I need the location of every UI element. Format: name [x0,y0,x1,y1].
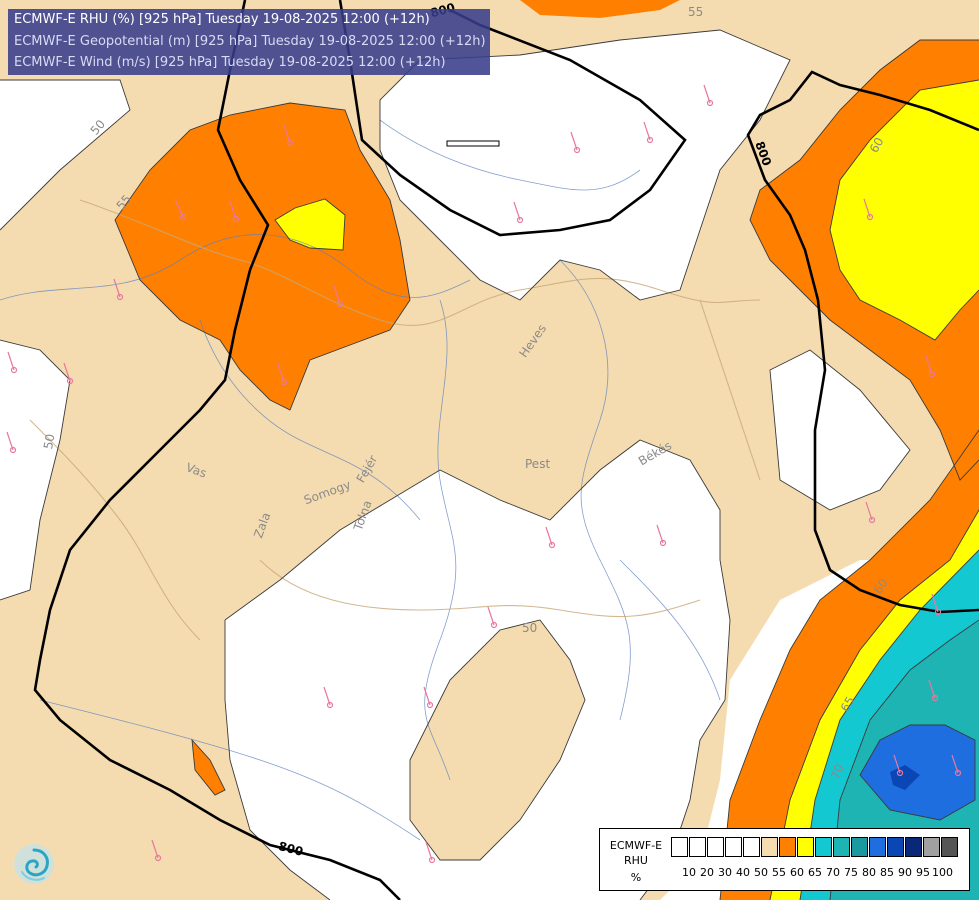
rhu-low-area-east [770,350,910,510]
region-pest: Pest [525,457,550,471]
legend-color-box [941,837,958,857]
rhu-65-area-east [830,80,979,340]
rhu-80-area-se [860,725,975,820]
legend-tick-label: 100 [932,866,953,879]
legend-tick-label: 10 [682,866,696,879]
legend-tick-label: 75 [844,866,858,879]
legend-tick-label: 50 [754,866,768,879]
wind-barbs [6,84,962,864]
legend-color-box [833,837,850,857]
geo-label-800-south: 800 [277,839,305,859]
legend-tick-label: 40 [736,866,750,879]
ecmwf-swirl-icon [14,844,54,884]
legend-tick-label: 20 [700,866,714,879]
legend-tick-label: 85 [880,866,894,879]
header-geopotential-title: ECMWF-E Geopotential (m) [925 hPa] Tuesd… [14,34,486,49]
legend-color-box [797,837,814,857]
rhu-legend: ECMWF-E RHU % 10 20 30 40 50 55 60 65 70 75 80 85 90… [599,828,970,891]
legend-unit-label: % [630,871,642,884]
rhu-low-area-west [0,340,70,600]
rhu-low-area-topleft [0,80,130,230]
rhu-label-65-se: 65 [838,694,858,714]
legend-model-label: ECMWF-E [609,839,663,852]
rhu-65-area-west [275,199,345,250]
legend-color-box [779,837,796,857]
region-vas: Vas [184,460,208,480]
legend-color-box [671,837,688,857]
header-rhu-title: ECMWF-E RHU (%) [925 hPa] Tuesday 19-08-… [14,12,430,27]
legend-tick-labels: 10 20 30 40 50 55 60 65 70 75 80 85 90 95 100 [680,866,953,879]
rhu-60-small [192,740,225,795]
legend-variable-label: RHU [624,854,648,867]
legend-color-box [689,837,706,857]
legend-tick-label: 70 [826,866,840,879]
legend-color-box [887,837,904,857]
legend-color-box [851,837,868,857]
legend-color-box [743,837,760,857]
legend-tick-label: 65 [808,866,822,879]
legend-tick-label: 80 [862,866,876,879]
legend-color-box [869,837,886,857]
legend-tick-label: 95 [916,866,930,879]
rhu-label-60-east: 60 [867,135,887,155]
rhu-label-50-west: 50 [41,433,57,450]
map-header: ECMWF-E RHU (%) [925 hPa] Tuesday 19-08-… [8,9,490,75]
rhu-label-70-se: 70 [828,762,846,781]
rhu-60-top [520,0,680,18]
rivers [0,119,721,841]
rhu-60-area-west [115,103,410,410]
legend-tick-label: 60 [790,866,804,879]
legend-color-scale [671,837,959,857]
rhu-label-50-south: 50 [522,621,537,635]
geopotential-contours [33,0,979,900]
header-wind-title: ECMWF-E Wind (m/s) [925 hPa] Tuesday 19-… [14,55,446,70]
legend-color-box [905,837,922,857]
legend-color-box [707,837,724,857]
legend-tick-label: 30 [718,866,732,879]
rhu-low-area-north [380,30,790,300]
rhu-contours [0,29,979,900]
legend-color-box [815,837,832,857]
borders [29,199,761,641]
rhu-55-island-south [410,620,585,860]
legend-color-box [761,837,778,857]
rhu-label-55-top: 55 [688,5,703,19]
legend-tick-label: 55 [772,866,786,879]
legend-color-box [725,837,742,857]
legend-tick-label: 90 [898,866,912,879]
legend-color-box [923,837,940,857]
